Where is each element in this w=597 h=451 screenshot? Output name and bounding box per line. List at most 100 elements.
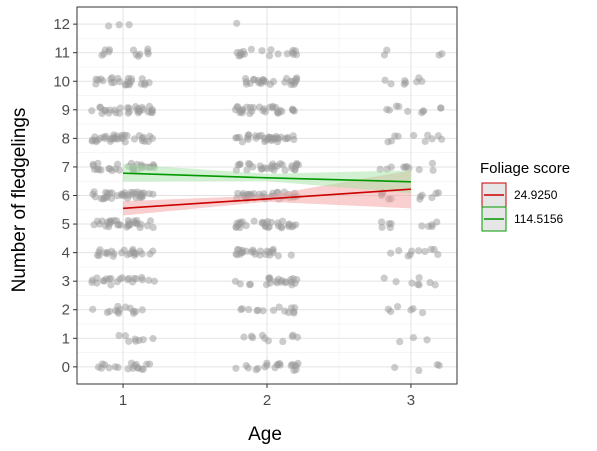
data-point <box>137 80 145 88</box>
data-point <box>231 277 240 285</box>
data-point <box>129 307 138 315</box>
data-point <box>282 74 291 83</box>
data-point <box>276 359 284 368</box>
data-point <box>408 279 416 287</box>
data-point <box>121 332 129 340</box>
data-point <box>124 365 132 373</box>
data-point <box>418 222 426 230</box>
data-point <box>250 217 258 225</box>
data-point <box>145 360 154 368</box>
data-point <box>139 336 147 344</box>
data-point <box>429 166 437 174</box>
data-point <box>274 222 283 230</box>
data-point <box>125 21 133 29</box>
data-point <box>96 134 105 142</box>
data-point <box>89 305 97 313</box>
data-point <box>148 134 156 143</box>
data-point <box>292 221 300 229</box>
data-point <box>105 307 114 315</box>
data-point <box>105 364 113 372</box>
data-point <box>410 131 418 140</box>
x-axis-title: Age <box>248 424 282 445</box>
data-point <box>258 47 266 55</box>
data-point <box>132 275 140 283</box>
data-point <box>287 251 295 259</box>
data-point <box>134 364 142 372</box>
data-point <box>105 48 113 56</box>
data-point <box>261 137 269 146</box>
data-point <box>149 190 157 198</box>
data-point <box>249 104 258 112</box>
plot-panel <box>76 6 458 385</box>
data-point <box>275 275 283 283</box>
data-point <box>283 50 291 58</box>
y-tick-label: 11 <box>54 45 70 62</box>
data-point <box>124 104 132 112</box>
data-point <box>384 305 392 313</box>
data-point <box>116 306 124 314</box>
data-point <box>100 107 109 115</box>
data-point <box>274 50 282 58</box>
data-point <box>281 166 289 174</box>
data-point <box>241 74 250 83</box>
data-point <box>90 221 98 229</box>
data-point <box>275 303 283 311</box>
data-point <box>428 159 437 167</box>
legend: Foliage score 24.9250 114.5156 <box>480 160 570 232</box>
fit-line-2 <box>123 172 411 183</box>
data-point <box>395 247 403 255</box>
data-point <box>278 217 287 225</box>
data-point <box>400 163 408 171</box>
data-point <box>105 165 113 173</box>
data-point <box>292 362 301 370</box>
data-point <box>113 160 122 168</box>
data-point <box>270 306 278 314</box>
data-point <box>138 134 147 143</box>
legend-label-1: 24.9250 <box>514 188 558 202</box>
data-point <box>409 333 418 342</box>
data-point <box>108 194 116 202</box>
data-point <box>258 219 266 227</box>
data-point <box>434 250 442 259</box>
data-point <box>261 363 269 371</box>
data-point <box>274 252 282 260</box>
data-point <box>93 165 101 173</box>
data-point <box>395 102 403 111</box>
data-point <box>391 363 399 372</box>
data-point <box>247 45 255 53</box>
data-point <box>125 274 133 283</box>
data-point <box>236 108 244 117</box>
data-point <box>394 132 402 140</box>
data-point <box>257 78 265 86</box>
data-point <box>137 220 145 228</box>
data-point <box>437 104 445 112</box>
data-point <box>233 19 241 27</box>
data-point <box>115 331 123 340</box>
data-point <box>287 304 296 312</box>
data-point <box>242 247 250 255</box>
y-tick-label: 1 <box>62 330 70 347</box>
data-point <box>419 107 427 115</box>
data-point <box>104 22 113 30</box>
data-point <box>268 246 276 255</box>
data-point <box>404 107 412 115</box>
y-tick-label: 2 <box>62 302 70 319</box>
data-point <box>143 222 152 230</box>
data-point <box>238 218 246 226</box>
data-point <box>418 191 426 199</box>
data-point <box>131 335 139 343</box>
legend-title: Foliage score <box>480 160 570 177</box>
data-point <box>254 306 262 314</box>
data-point <box>236 161 244 169</box>
data-point <box>271 364 279 372</box>
data-point <box>435 361 443 370</box>
data-point <box>238 305 246 313</box>
y-tick-label: 8 <box>62 130 70 147</box>
data-point <box>252 134 260 142</box>
y-tick-label: 12 <box>53 16 70 33</box>
data-point <box>123 78 132 86</box>
data-point <box>147 108 155 116</box>
data-point <box>138 306 146 314</box>
data-point <box>387 249 395 257</box>
